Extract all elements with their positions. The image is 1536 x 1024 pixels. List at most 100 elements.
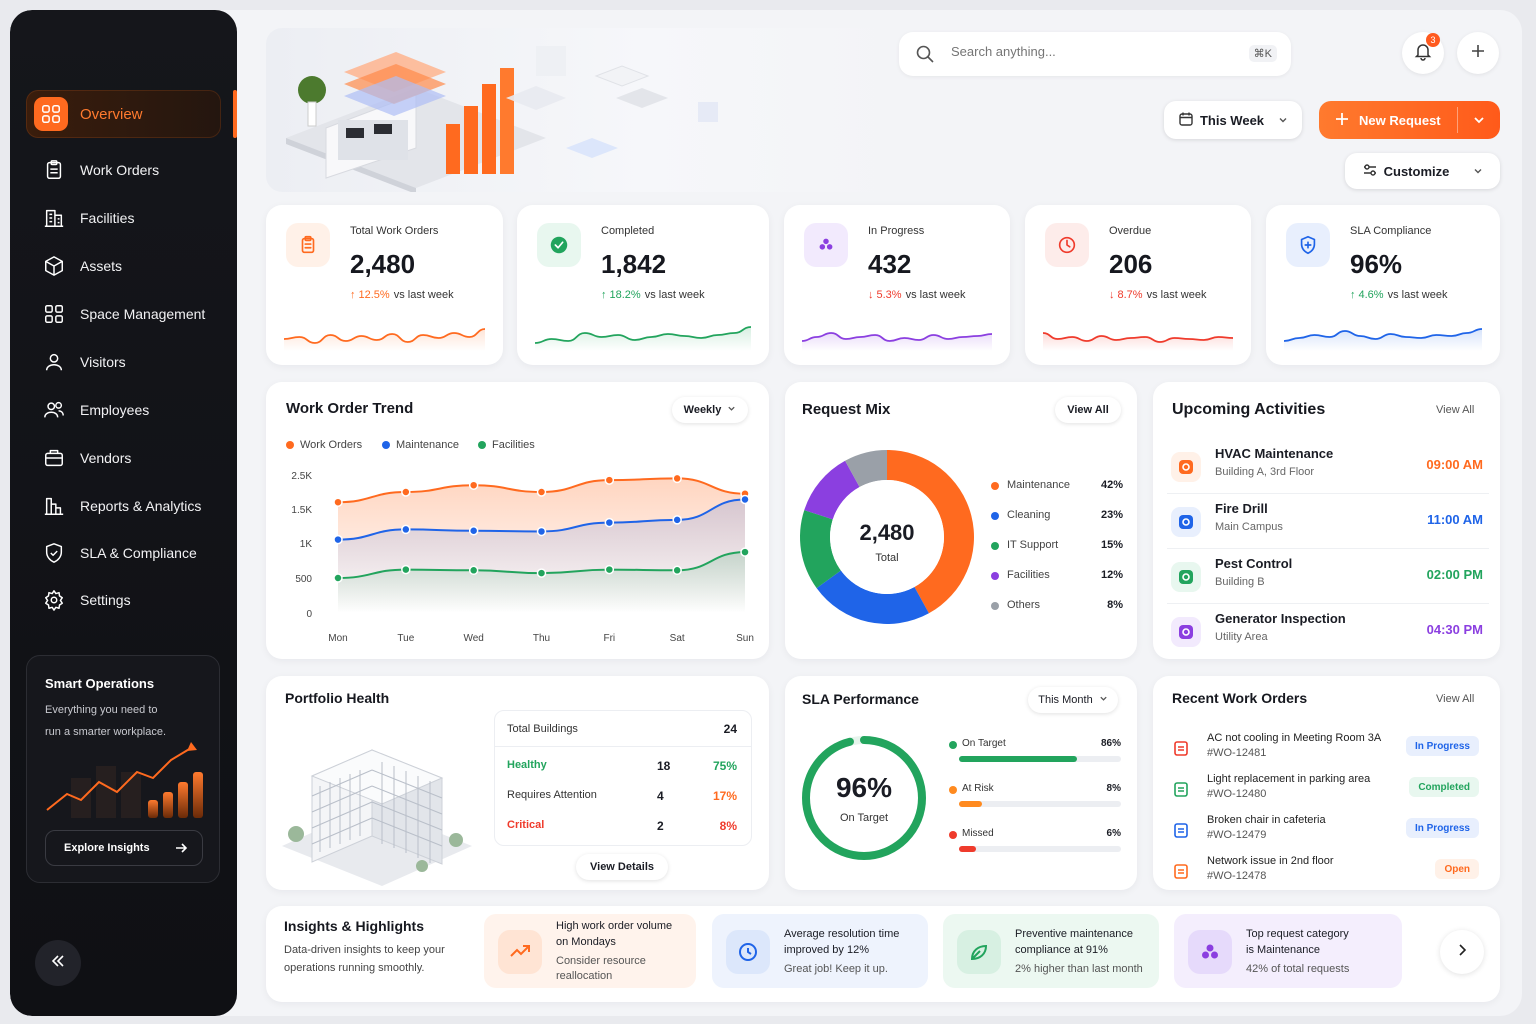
arrow-up-icon: ↑ — [601, 289, 607, 301]
smart-line-1: Everything you need to — [45, 704, 158, 716]
kpi-card-total-work-orders[interactable]: Total Work Orders 2,480 ↑ 12.5% vs last week — [266, 205, 503, 365]
view-details-button[interactable]: View Details — [576, 854, 668, 880]
kpi-card-completed[interactable]: Completed 1,842 ↑ 18.2% vs last week — [517, 205, 769, 365]
kpi-delta: ↓ 8.7% vs last week — [1109, 289, 1207, 301]
trend-range-select[interactable]: Weekly — [672, 397, 748, 423]
insight-text: High work order volume on Mondays — [556, 918, 696, 950]
sidebar-item-label: Space Management — [80, 306, 206, 322]
sidebar-item-employees[interactable]: Employees — [26, 386, 221, 434]
insight-card[interactable]: Average resolution time improved by 12% Gr… — [712, 914, 928, 988]
legend-swatch — [286, 441, 294, 449]
recent-view-all-link[interactable]: View All — [1436, 693, 1475, 705]
kpi-card-sla-compliance[interactable]: SLA Compliance 96% ↑ 4.6% vs last week — [1266, 205, 1500, 365]
activity-item[interactable]: HVAC Maintenance Building A, 3rd Floor 09:… — [1167, 440, 1489, 494]
status-badge: Open — [1435, 859, 1479, 879]
activities-view-all-link[interactable]: View All — [1436, 404, 1475, 416]
notifications-button[interactable]: 3 — [1402, 32, 1444, 74]
activity-item[interactable]: Fire Drill Main Campus 11:00 AM — [1167, 495, 1489, 549]
kpi-delta: ↑ 4.6% vs last week — [1350, 289, 1448, 301]
new-request-menu-chevron-icon[interactable] — [1473, 114, 1485, 129]
insight-line-1: Average resolution time — [784, 928, 900, 940]
activity-location: Building B — [1215, 576, 1265, 588]
insight-card[interactable]: High work order volume on Mondays Consider… — [484, 914, 696, 988]
sidebar-item-visitors[interactable]: Visitors — [26, 338, 221, 386]
clipboard-icon — [1169, 736, 1193, 760]
work-order-row[interactable]: Broken chair in cafeteria #WO-12479 In Pro… — [1167, 812, 1487, 852]
insight-line-1: Top request category — [1246, 928, 1349, 940]
sla-bar-label: Missed — [962, 828, 994, 839]
insight-text: Preventive maintenance compliance at 91% — [1015, 926, 1155, 958]
search-bar[interactable]: ⌘K — [899, 32, 1291, 76]
sidebar-item-overview[interactable]: Overview — [26, 90, 221, 138]
legend-label: Facilities — [1007, 569, 1050, 581]
sidebar-item-assets[interactable]: Assets — [26, 242, 221, 290]
sidebar-item-work-orders[interactable]: Work Orders — [26, 146, 221, 194]
work-order-id: #WO-12480 — [1207, 788, 1267, 800]
add-button[interactable] — [1457, 32, 1499, 74]
hero-illustration — [266, 28, 896, 192]
mix-total-label: Total — [875, 552, 899, 564]
kpi-delta: ↓ 5.3% vs last week — [868, 289, 966, 301]
sidebar-item-reports-analytics[interactable]: Reports & Analytics — [26, 482, 221, 530]
sla-range-select[interactable]: This Month — [1028, 687, 1118, 713]
kpi-delta: ↑ 18.2% vs last week — [601, 289, 705, 301]
activity-item[interactable]: Pest Control Building B 02:00 PM — [1167, 550, 1489, 604]
clipboard-icon — [286, 223, 330, 267]
insights-next-button[interactable] — [1440, 930, 1484, 974]
sla-range-label: This Month — [1038, 694, 1093, 706]
sidebar-item-vendors[interactable]: Vendors — [26, 434, 221, 482]
insight-line-1: High work order volume — [556, 920, 673, 932]
customize-button[interactable]: Customize — [1345, 153, 1500, 189]
explore-insights-button[interactable]: Explore Insights — [45, 830, 203, 866]
clock-icon — [1045, 223, 1089, 267]
work-order-row[interactable]: Light replacement in parking area #WO-124… — [1167, 771, 1487, 811]
legend-swatch — [991, 482, 999, 490]
work-order-row[interactable]: AC not cooling in Meeting Room 3A #WO-124… — [1167, 730, 1487, 770]
sidebar-item-facilities[interactable]: Facilities — [26, 194, 221, 242]
total-buildings-row: Total Buildings 24 — [495, 711, 751, 747]
sidebar-item-space-management[interactable]: Space Management — [26, 290, 221, 338]
sidebar-item-label: Facilities — [80, 210, 135, 226]
recent-title: Recent Work Orders — [1172, 690, 1308, 706]
sla-bar-value: 8% — [1106, 783, 1121, 794]
data-point — [740, 494, 750, 505]
data-point — [401, 524, 411, 535]
activity-time: 09:00 AM — [1426, 457, 1483, 472]
collapse-sidebar-button[interactable] — [35, 940, 81, 986]
sla-bar-fill — [959, 801, 983, 807]
sla-bar-swatch — [949, 786, 957, 794]
sla-bar-value: 6% — [1106, 828, 1121, 839]
portfolio-row-pct: 75% — [712, 759, 737, 773]
insight-sub: 2% higher than last month — [1015, 962, 1165, 977]
legend-label: IT Support — [1007, 539, 1059, 551]
x-tick-label: Tue — [397, 633, 414, 644]
portfolio-row-pct: 8% — [719, 819, 737, 833]
period-select[interactable]: This Week — [1164, 101, 1302, 139]
search-input[interactable] — [951, 44, 1211, 59]
work-order-row[interactable]: Network issue in 2nd floor #WO-12478 Open — [1167, 853, 1487, 893]
sla-label: On Target — [839, 812, 889, 824]
legend-item: Work Orders — [286, 439, 362, 451]
work-order-id: #WO-12481 — [1207, 747, 1267, 759]
legend-swatch — [991, 512, 999, 520]
gear-icon — [1171, 617, 1201, 647]
insight-card[interactable]: Top request category is Maintenance 42% of… — [1174, 914, 1402, 988]
sidebar-item-sla-compliance[interactable]: SLA & Compliance — [26, 529, 221, 577]
insight-sub-1: 42% of total requests — [1246, 963, 1350, 975]
view-details-label: View Details — [590, 861, 654, 873]
growth-illustration — [46, 742, 203, 818]
sidebar-item-label: Overview — [80, 105, 143, 123]
donut-slice — [887, 450, 974, 614]
kpi-card-overdue[interactable]: Overdue 206 ↓ 8.7% vs last week — [1025, 205, 1251, 365]
check-circle-icon — [537, 223, 581, 267]
insight-line-2: is Maintenance — [1246, 944, 1320, 956]
activity-item[interactable]: Generator Inspection Utility Area 04:30 PM — [1167, 605, 1489, 659]
sla-bar-label: At Risk — [962, 783, 994, 794]
sidebar-item-settings[interactable]: Settings — [26, 576, 221, 624]
kpi-card-in-progress[interactable]: In Progress 432 ↓ 5.3% vs last week — [784, 205, 1010, 365]
mix-view-all-button[interactable]: View All — [1055, 397, 1121, 423]
new-request-button[interactable]: New Request — [1319, 101, 1500, 139]
y-tick-label: 1.5K — [291, 505, 312, 516]
insight-card[interactable]: Preventive maintenance compliance at 91% 2… — [943, 914, 1159, 988]
portfolio-row-count: 18 — [657, 759, 671, 773]
